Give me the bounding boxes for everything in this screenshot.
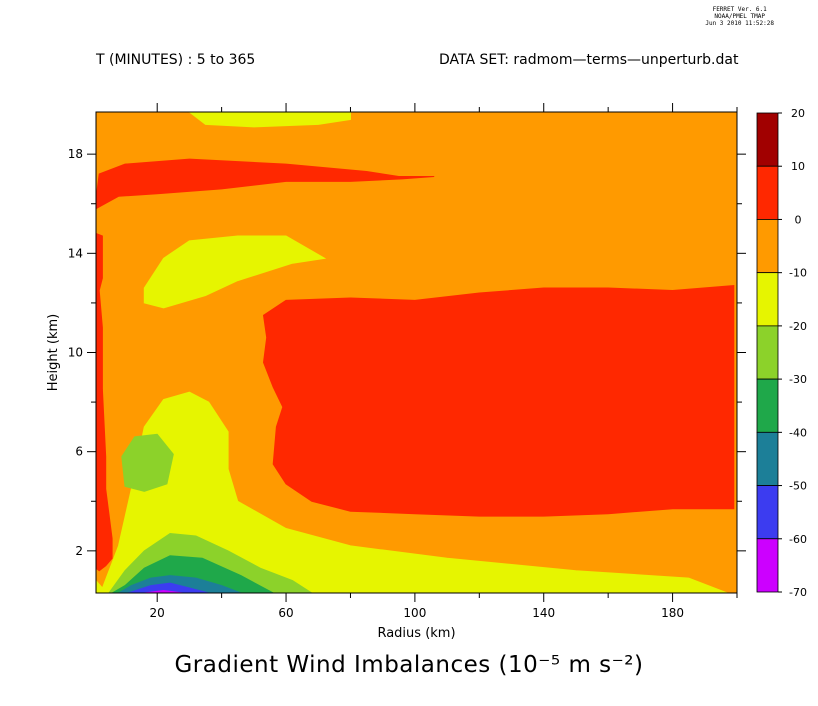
colorbar-label: -30 (789, 373, 807, 386)
x-axis-label: Radius (km) (377, 626, 455, 641)
colorbar-swatch (756, 431, 779, 486)
colorbar-swatch (756, 112, 779, 167)
x-tick-label: 140 (532, 606, 555, 620)
ferret-date: Jun 3 2010 11:52:28 (705, 20, 774, 27)
ferret-org: NOAA/PMEL TMAP (714, 13, 765, 20)
colorbar-swatch (756, 485, 779, 540)
ferret-stamp: FERRET Ver. 6.1 NOAA/PMEL TMAP Jun 3 201… (705, 6, 774, 27)
colorbar-swatch (756, 538, 779, 593)
colorbar-swatch (756, 378, 779, 433)
contour-region-1 (262, 285, 735, 517)
chart-title: Gradient Wind Imbalances (10⁻⁵ m s⁻²) (174, 652, 644, 678)
colorbar-label: -20 (789, 320, 807, 333)
contour-region-5 (143, 235, 327, 309)
colorbar-swatch (756, 165, 779, 220)
colorbar-label: -70 (789, 586, 807, 599)
dataset-label: DATA SET: radmom—terms—unperturb.dat (439, 52, 739, 68)
contour-fills (96, 112, 737, 593)
contour-region-7 (121, 433, 174, 492)
y-tick-label: 2 (75, 544, 83, 558)
colorbar-swatch (756, 272, 779, 327)
contour-region-3 (96, 232, 113, 572)
contour-region-4 (96, 391, 728, 593)
y-tick-label: 18 (68, 147, 83, 161)
x-tick-label: 100 (403, 606, 426, 620)
y-tick-label: 14 (68, 246, 83, 260)
colorbar-swatch (756, 325, 779, 380)
colorbar-swatch (756, 219, 779, 274)
contour-region-6 (188, 112, 351, 128)
colorbar-label: -60 (789, 533, 807, 546)
x-tick-label: 20 (150, 606, 165, 620)
colorbar-label: 10 (791, 160, 805, 173)
y-tick-label: 10 (68, 346, 83, 360)
x-tick-label: 60 (278, 606, 293, 620)
colorbar-label: -10 (789, 267, 807, 280)
y-tick-label: 6 (75, 445, 83, 459)
contour-region-12 (144, 589, 184, 593)
colorbar-label: 20 (791, 107, 805, 120)
ferret-version: FERRET Ver. 6.1 (712, 6, 767, 13)
colorbar-label: 0 (795, 213, 802, 226)
time-range-label: T (MINUTES) : 5 to 365 (96, 52, 256, 68)
contour-region-2 (96, 158, 435, 210)
x-tick-label: 180 (661, 606, 684, 620)
contour-region-11 (128, 582, 209, 593)
colorbar-label: -40 (789, 426, 807, 439)
colorbar-label: -50 (789, 480, 807, 493)
y-axis-label: Height (km) (46, 314, 61, 391)
